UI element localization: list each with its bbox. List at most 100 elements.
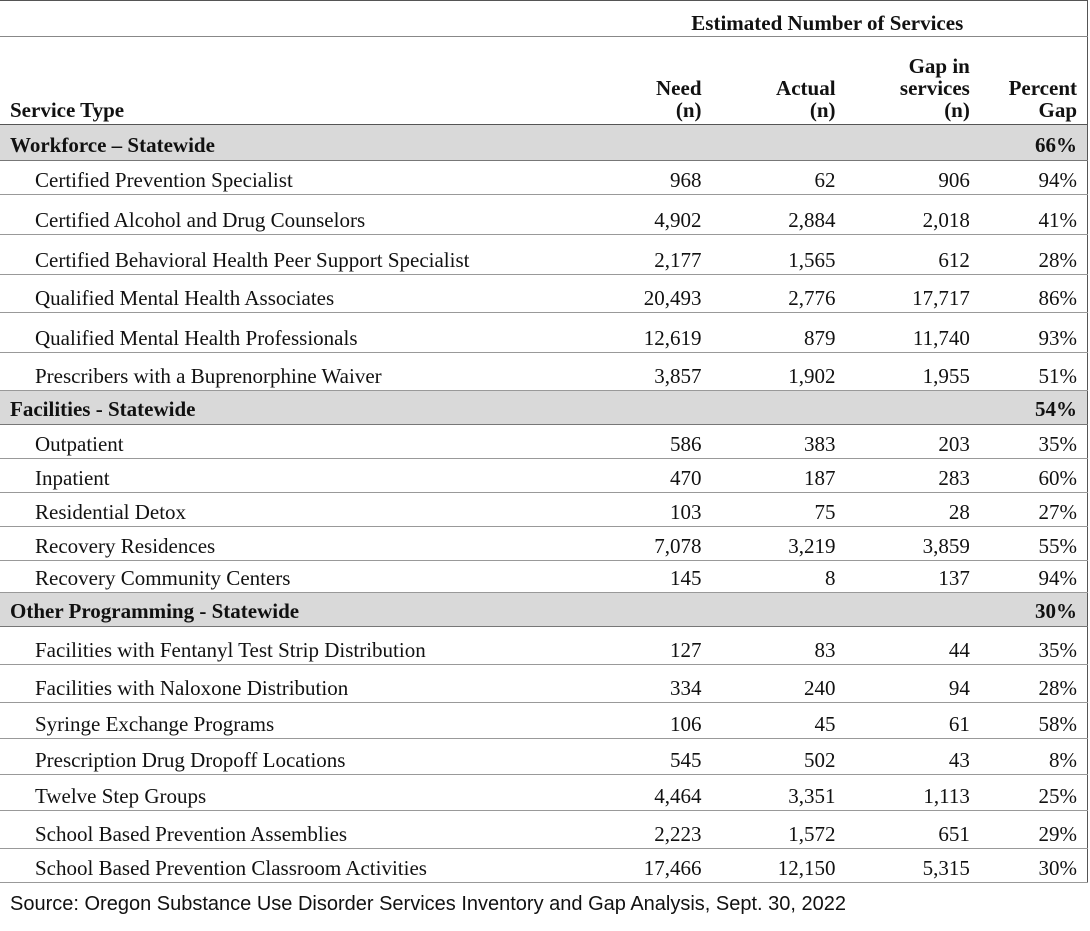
cell-service-type: Certified Behavioral Health Peer Support… xyxy=(0,234,578,275)
cell-service-type: Syringe Exchange Programs xyxy=(0,702,578,739)
cell-actual: 8 xyxy=(711,560,846,593)
table-row: School Based Prevention Classroom Activi… xyxy=(0,848,1088,883)
header-line: Gap xyxy=(1038,98,1077,122)
cell-percent-gap: 60% xyxy=(979,458,1088,493)
header-line: (n) xyxy=(944,98,970,122)
cell-service-type: Inpatient xyxy=(0,458,578,493)
table-row: Syringe Exchange Programs 106 45 61 58% xyxy=(0,702,1088,739)
column-header-service-type: Service Type xyxy=(0,36,578,125)
table-row: Certified Prevention Specialist 968 62 906 9… xyxy=(0,160,1088,195)
source-note: Source: Oregon Substance Use Disorder Se… xyxy=(10,893,847,915)
cell-percent-gap: 35% xyxy=(979,626,1088,665)
group-percent-gap: 66% xyxy=(979,124,1088,161)
cell-percent-gap: 51% xyxy=(979,352,1088,391)
table-row: Outpatient 586 383 203 35% xyxy=(0,424,1088,459)
cell-gap: 612 xyxy=(845,234,980,275)
cell-service-type: Qualified Mental Health Associates xyxy=(0,274,578,313)
cell-percent-gap: 86% xyxy=(979,274,1088,313)
cell-percent-gap: 93% xyxy=(979,312,1088,353)
cell-actual: 3,219 xyxy=(711,526,846,561)
cell-need: 586 xyxy=(577,424,712,459)
cell-need: 4,902 xyxy=(577,194,712,235)
cell-percent-gap: 55% xyxy=(979,526,1088,561)
table-row: Facilities with Fentanyl Test Strip Dist… xyxy=(0,626,1088,665)
group-row: Workforce – Statewide 66% xyxy=(0,124,1088,161)
cell-gap: 61 xyxy=(845,702,980,739)
table-row: School Based Prevention Assemblies 2,223 1… xyxy=(0,810,1088,849)
cell-need: 106 xyxy=(577,702,712,739)
cell-actual: 12,150 xyxy=(711,848,846,883)
table-row: Qualified Mental Health Professionals 12,… xyxy=(0,312,1088,353)
cell-actual: 240 xyxy=(711,664,846,703)
header-line xyxy=(10,77,568,99)
header-line: Gap in xyxy=(908,54,970,78)
cell-gap: 137 xyxy=(845,560,980,593)
header-line: (n) xyxy=(809,98,836,122)
cell-service-type: Prescribers with a Buprenorphine Waiver xyxy=(0,352,578,391)
cell-actual: 502 xyxy=(711,738,846,775)
cell-gap: 11,740 xyxy=(845,312,980,353)
cell-need: 7,078 xyxy=(577,526,712,561)
cell-service-type: Certified Alcohol and Drug Counselors xyxy=(0,194,578,235)
cell-actual: 45 xyxy=(711,702,846,739)
cell-percent-gap: 94% xyxy=(979,160,1088,195)
cell-gap: 283 xyxy=(845,458,980,493)
cell-service-type: Residential Detox xyxy=(0,492,578,527)
cell-need: 145 xyxy=(577,560,712,593)
cell-need: 127 xyxy=(577,626,712,665)
cell-percent-gap: 30% xyxy=(979,848,1088,883)
cell-actual: 2,776 xyxy=(711,274,846,313)
cell-actual: 383 xyxy=(711,424,846,459)
cell-percent-gap: 28% xyxy=(979,234,1088,275)
cell-need: 3,857 xyxy=(577,352,712,391)
cell-gap: 44 xyxy=(845,626,980,665)
cell-gap: 28 xyxy=(845,492,980,527)
cell-service-type: Recovery Residences xyxy=(0,526,578,561)
cell-gap: 94 xyxy=(845,664,980,703)
cell-percent-gap: 41% xyxy=(979,194,1088,235)
cell-gap: 906 xyxy=(845,160,980,195)
cell-percent-gap: 27% xyxy=(979,492,1088,527)
table-row: Prescribers with a Buprenorphine Waiver 3… xyxy=(0,352,1088,391)
cell-service-type: Facilities with Naloxone Distribution xyxy=(0,664,578,703)
cell-actual: 75 xyxy=(711,492,846,527)
cell-percent-gap: 25% xyxy=(979,774,1088,811)
cell-need: 968 xyxy=(577,160,712,195)
cell-gap: 203 xyxy=(845,424,980,459)
cell-need: 2,177 xyxy=(577,234,712,275)
cell-percent-gap: 8% xyxy=(979,738,1088,775)
cell-service-type: Qualified Mental Health Professionals xyxy=(0,312,578,353)
table-row: Facilities with Naloxone Distribution 334… xyxy=(0,664,1088,703)
cell-gap: 1,113 xyxy=(845,774,980,811)
cell-gap: 5,315 xyxy=(845,848,980,883)
column-header: Need (n) xyxy=(577,36,712,125)
cell-service-type: Certified Prevention Specialist xyxy=(0,160,578,195)
cell-percent-gap: 28% xyxy=(979,664,1088,703)
cell-percent-gap: 58% xyxy=(979,702,1088,739)
table-row: Inpatient 470 187 283 60% xyxy=(0,458,1088,493)
column-header: Percent Gap xyxy=(979,36,1088,125)
cell-percent-gap: 29% xyxy=(979,810,1088,849)
cell-need: 103 xyxy=(577,492,712,527)
cell-need: 12,619 xyxy=(577,312,712,353)
cell-actual: 2,884 xyxy=(711,194,846,235)
group-percent-gap: 30% xyxy=(979,592,1088,627)
cell-percent-gap: 94% xyxy=(979,560,1088,593)
header-line: (n) xyxy=(675,98,702,122)
table-row: Twelve Step Groups 4,464 3,351 1,113 25% xyxy=(0,774,1088,811)
group-name: Facilities - Statewide xyxy=(0,390,980,425)
cell-need: 334 xyxy=(577,664,712,703)
column-header: Gap in services (n) xyxy=(845,36,980,125)
cell-gap: 651 xyxy=(845,810,980,849)
group-name: Other Programming - Statewide xyxy=(0,592,980,627)
super-header: Estimated Number of Services xyxy=(577,0,1088,37)
cell-need: 2,223 xyxy=(577,810,712,849)
cell-gap: 17,717 xyxy=(845,274,980,313)
header-line: Service Type xyxy=(10,98,125,122)
cell-actual: 3,351 xyxy=(711,774,846,811)
header-line xyxy=(712,55,836,77)
group-row: Other Programming - Statewide 30% xyxy=(0,592,1088,627)
cell-need: 17,466 xyxy=(577,848,712,883)
group-percent-gap: 54% xyxy=(979,390,1088,425)
cell-service-type: Prescription Drug Dropoff Locations xyxy=(0,738,578,775)
